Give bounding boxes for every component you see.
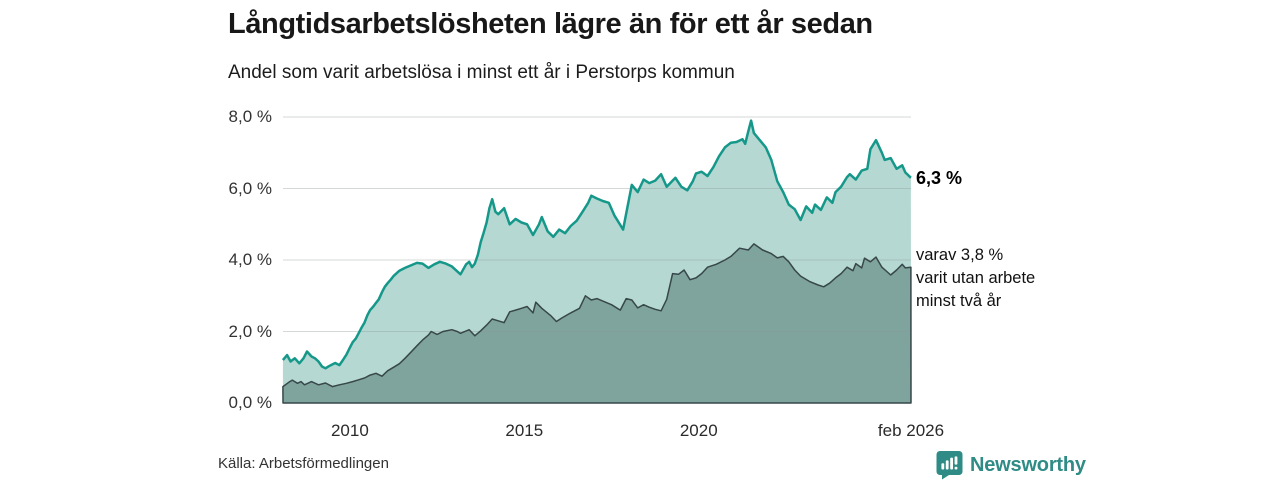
x-tick-label-2010: 2010 <box>330 421 369 440</box>
page-title: Långtidsarbetslösheten lägre än för ett … <box>228 8 873 40</box>
y-tick-label-4: 4,0 % <box>228 250 272 269</box>
series-line-0 <box>281 119 912 370</box>
page-subtitle: Andel som varit arbetslösa i minst ett å… <box>228 62 735 83</box>
x-tick-label-feb-2026: feb 2026 <box>877 421 945 440</box>
series-end-label-total: 6,3 % <box>916 168 963 188</box>
area-chart-plot <box>281 116 912 404</box>
series-end-label-sub: varav 3,8 % varit utan arbete minst två år <box>916 244 1035 313</box>
brand-logo: Newsworthy <box>936 450 1086 480</box>
end-label-sub-line: varit utan arbete <box>916 269 1036 287</box>
y-tick-label-0: 0,0 % <box>228 393 272 412</box>
area-fill-series-1 <box>282 243 911 403</box>
end-label-sub-line: minst två år <box>916 292 1002 310</box>
series-line-1 <box>282 243 912 404</box>
y-tick-label-6: 6,0 % <box>228 178 272 198</box>
newsworthy-icon <box>936 451 963 480</box>
x-tick-label-2020: 2020 <box>679 421 718 440</box>
end-label-sub-line: varav 3,8 % <box>916 246 1004 264</box>
x-tick-label-2015: 2015 <box>505 421 544 440</box>
y-tick-label-2: 2,0 % <box>228 321 272 341</box>
source-attribution: Källa: Arbetsförmedlingen <box>218 455 389 472</box>
brand-name: Newsworthy <box>970 453 1086 476</box>
y-tick-label-8: 8,0 % <box>228 107 272 126</box>
